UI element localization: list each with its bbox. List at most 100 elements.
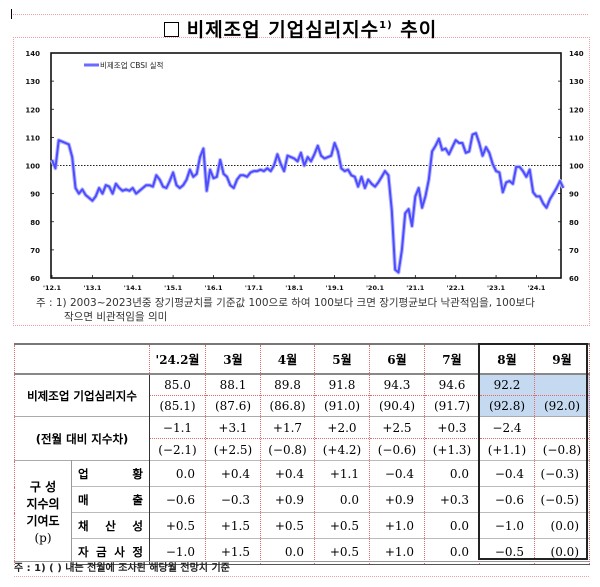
value-actual: +0.3	[425, 417, 479, 439]
table-row-contrib: 매 출 −0.6 −0.3 +0.9 0.0 +0.9 +0.3 −0.6 (−…	[15, 486, 590, 513]
value-actual: +3.1	[206, 417, 260, 439]
y-tick-label: 100	[25, 163, 40, 171]
series-line-halo	[50, 131, 566, 275]
x-tick-label: '13.1	[83, 284, 102, 292]
contrib-value: 0.0	[314, 486, 370, 513]
legend: 비제조업 CBSI 실적	[84, 60, 163, 70]
square-bullet-icon	[163, 22, 179, 37]
contrib-value: (0.0)	[534, 512, 590, 539]
x-tick-label: '16.1	[204, 284, 223, 292]
value-actual	[535, 375, 589, 396]
y-tick-label-right: 60	[569, 275, 579, 283]
contrib-value: −0.6	[149, 486, 206, 513]
contrib-label-sales: 매 출	[71, 486, 150, 513]
y-tick-label-right: 140	[569, 50, 584, 58]
y-tick-label: 120	[25, 106, 40, 114]
col-header: 4월	[260, 343, 315, 375]
row-label-index: 비제조업 기업심리지수	[14, 374, 150, 417]
contrib-value: +0.5	[314, 538, 370, 565]
value-forecast: (90.4)	[378, 399, 416, 413]
title-footnote-mark: 1)	[379, 20, 393, 31]
value-forecast: (−0.6)	[377, 442, 417, 457]
y-tick-label-right: 80	[569, 219, 579, 227]
y-tick-label: 90	[30, 191, 40, 199]
x-tick-label: '20.1	[366, 284, 385, 292]
value-actual: 92.2	[480, 375, 534, 396]
value-forecast: (91.7)	[433, 399, 471, 413]
value-actual: 89.8	[261, 375, 314, 396]
value-forecast: (86.8)	[269, 399, 306, 413]
contrib-value: 0.0	[424, 538, 480, 565]
value-forecast: (+1.1)	[487, 442, 527, 457]
value-actual: −1.1	[150, 417, 205, 439]
value-actual: 94.3	[370, 375, 424, 396]
contrib-value: +0.3	[424, 486, 480, 513]
legend-label: 비제조업 CBSI 실적	[100, 60, 163, 70]
value-forecast: (−0.8)	[542, 442, 582, 457]
value-forecast: (92.8)	[488, 399, 526, 413]
col-header: 8월	[479, 343, 535, 375]
contrib-value: +0.5	[314, 512, 370, 539]
contrib-value: +0.4	[205, 460, 261, 487]
x-tick-label: '14.1	[124, 284, 143, 292]
contrib-value: +1.1	[314, 460, 370, 487]
table-footnote: 주 : 1) ( ) 내는 전월에 조사된 해당월 전망치 기준	[14, 561, 589, 577]
x-tick-label: '24.1	[527, 284, 546, 292]
value-forecast: (−0.8)	[268, 442, 307, 457]
contrib-value: +1.0	[369, 538, 425, 565]
y-tick-label-right: 100	[569, 163, 584, 171]
title-text: 비제조업 기업심리지수	[186, 19, 380, 41]
contrib-value: −0.4	[479, 460, 535, 487]
contrib-value: +0.9	[369, 486, 425, 513]
table-row-contrib: 자 금 사 정 −1.0 +1.5 0.0 +0.5 +1.0 0.0 −0.5…	[15, 538, 590, 565]
contrib-value: −0.5	[479, 538, 535, 565]
x-tick-label: '19.1	[326, 284, 345, 292]
contrib-group-label: 구 성 지수의 기여도 (p)	[14, 460, 72, 565]
y-tick-label-right: 120	[569, 106, 584, 114]
contrib-value: +1.5	[205, 512, 261, 539]
y-tick-label: 130	[25, 78, 40, 86]
y-tick-label: 60	[30, 275, 40, 283]
value-forecast: (85.1)	[159, 399, 196, 413]
col-header: 7월	[424, 343, 480, 375]
contrib-value: −1.0	[149, 538, 206, 565]
value-actual: +1.7	[261, 417, 314, 439]
col-header: 9월	[534, 343, 590, 375]
col-header: 3월	[205, 343, 261, 375]
text-cursor	[11, 9, 12, 19]
table-row-diff: (전월 대비 지수차) −1.1 (−2.1) +3.1 (+2.5) +1.7 (−…	[14, 416, 590, 461]
x-tick-label: '15.1	[164, 284, 183, 292]
table-header-row: '24.2월 3월 4월 5월 6월 7월 8월 9월	[14, 343, 590, 375]
y-tick-label-right: 70	[569, 247, 579, 255]
x-tick-label: '22.1	[447, 284, 466, 292]
table-row-index: 비제조업 기업심리지수 85.0 (85.1) 88.1 (87.6) 89.8 (8…	[14, 374, 590, 417]
contrib-value: 0.0	[149, 460, 206, 487]
series-line-cbsi	[51, 132, 565, 274]
group-label-line: 구 성	[29, 479, 57, 494]
contrib-value: (−0.5)	[534, 486, 590, 513]
page-title: 비제조업 기업심리지수1) 추이	[13, 15, 588, 41]
value-actual: +2.0	[315, 417, 369, 439]
col-header: 6월	[369, 343, 425, 375]
y-tick-label-right: 110	[569, 134, 584, 142]
y-axis-right: 140 130 120 110 100 90 80 70 60	[558, 50, 584, 283]
contrib-label-profitability: 채 산 성	[71, 512, 150, 539]
contrib-value: −0.6	[479, 486, 535, 513]
contrib-label-funding: 자 금 사 정	[71, 538, 150, 565]
chart-footnote-line2: 작으면 비관적임을 의미	[64, 311, 168, 323]
value-forecast: (+4.2)	[322, 442, 362, 457]
y-axis-left: 140 130 120 110 100 90 80 70 60	[25, 50, 54, 283]
value-forecast: (91.0)	[323, 399, 361, 413]
value-forecast: (+1.3)	[432, 442, 472, 457]
contrib-value: +1.0	[369, 512, 425, 539]
group-label-line: (p)	[34, 530, 52, 545]
contrib-value: (−0.3)	[534, 460, 590, 487]
x-axis: '12.1 '13.1 '14.1 '15.1 '16.1 '17.1 '18.1 '19.1…	[43, 275, 546, 292]
chart-footnote-line1: 주 : 1) 2003~2023년중 장기평균치를 기준값 100으로 하여 1…	[36, 297, 535, 309]
group-label-line: 기여도	[26, 513, 60, 528]
header-empty-cell	[14, 343, 150, 375]
chart-footnote: 주 : 1) 2003~2023년중 장기평균치를 기준값 100으로 하여 1…	[36, 296, 535, 324]
contrib-value: −0.3	[205, 486, 261, 513]
value-forecast: (92.0)	[543, 399, 581, 413]
contrib-value: 0.0	[260, 538, 315, 565]
